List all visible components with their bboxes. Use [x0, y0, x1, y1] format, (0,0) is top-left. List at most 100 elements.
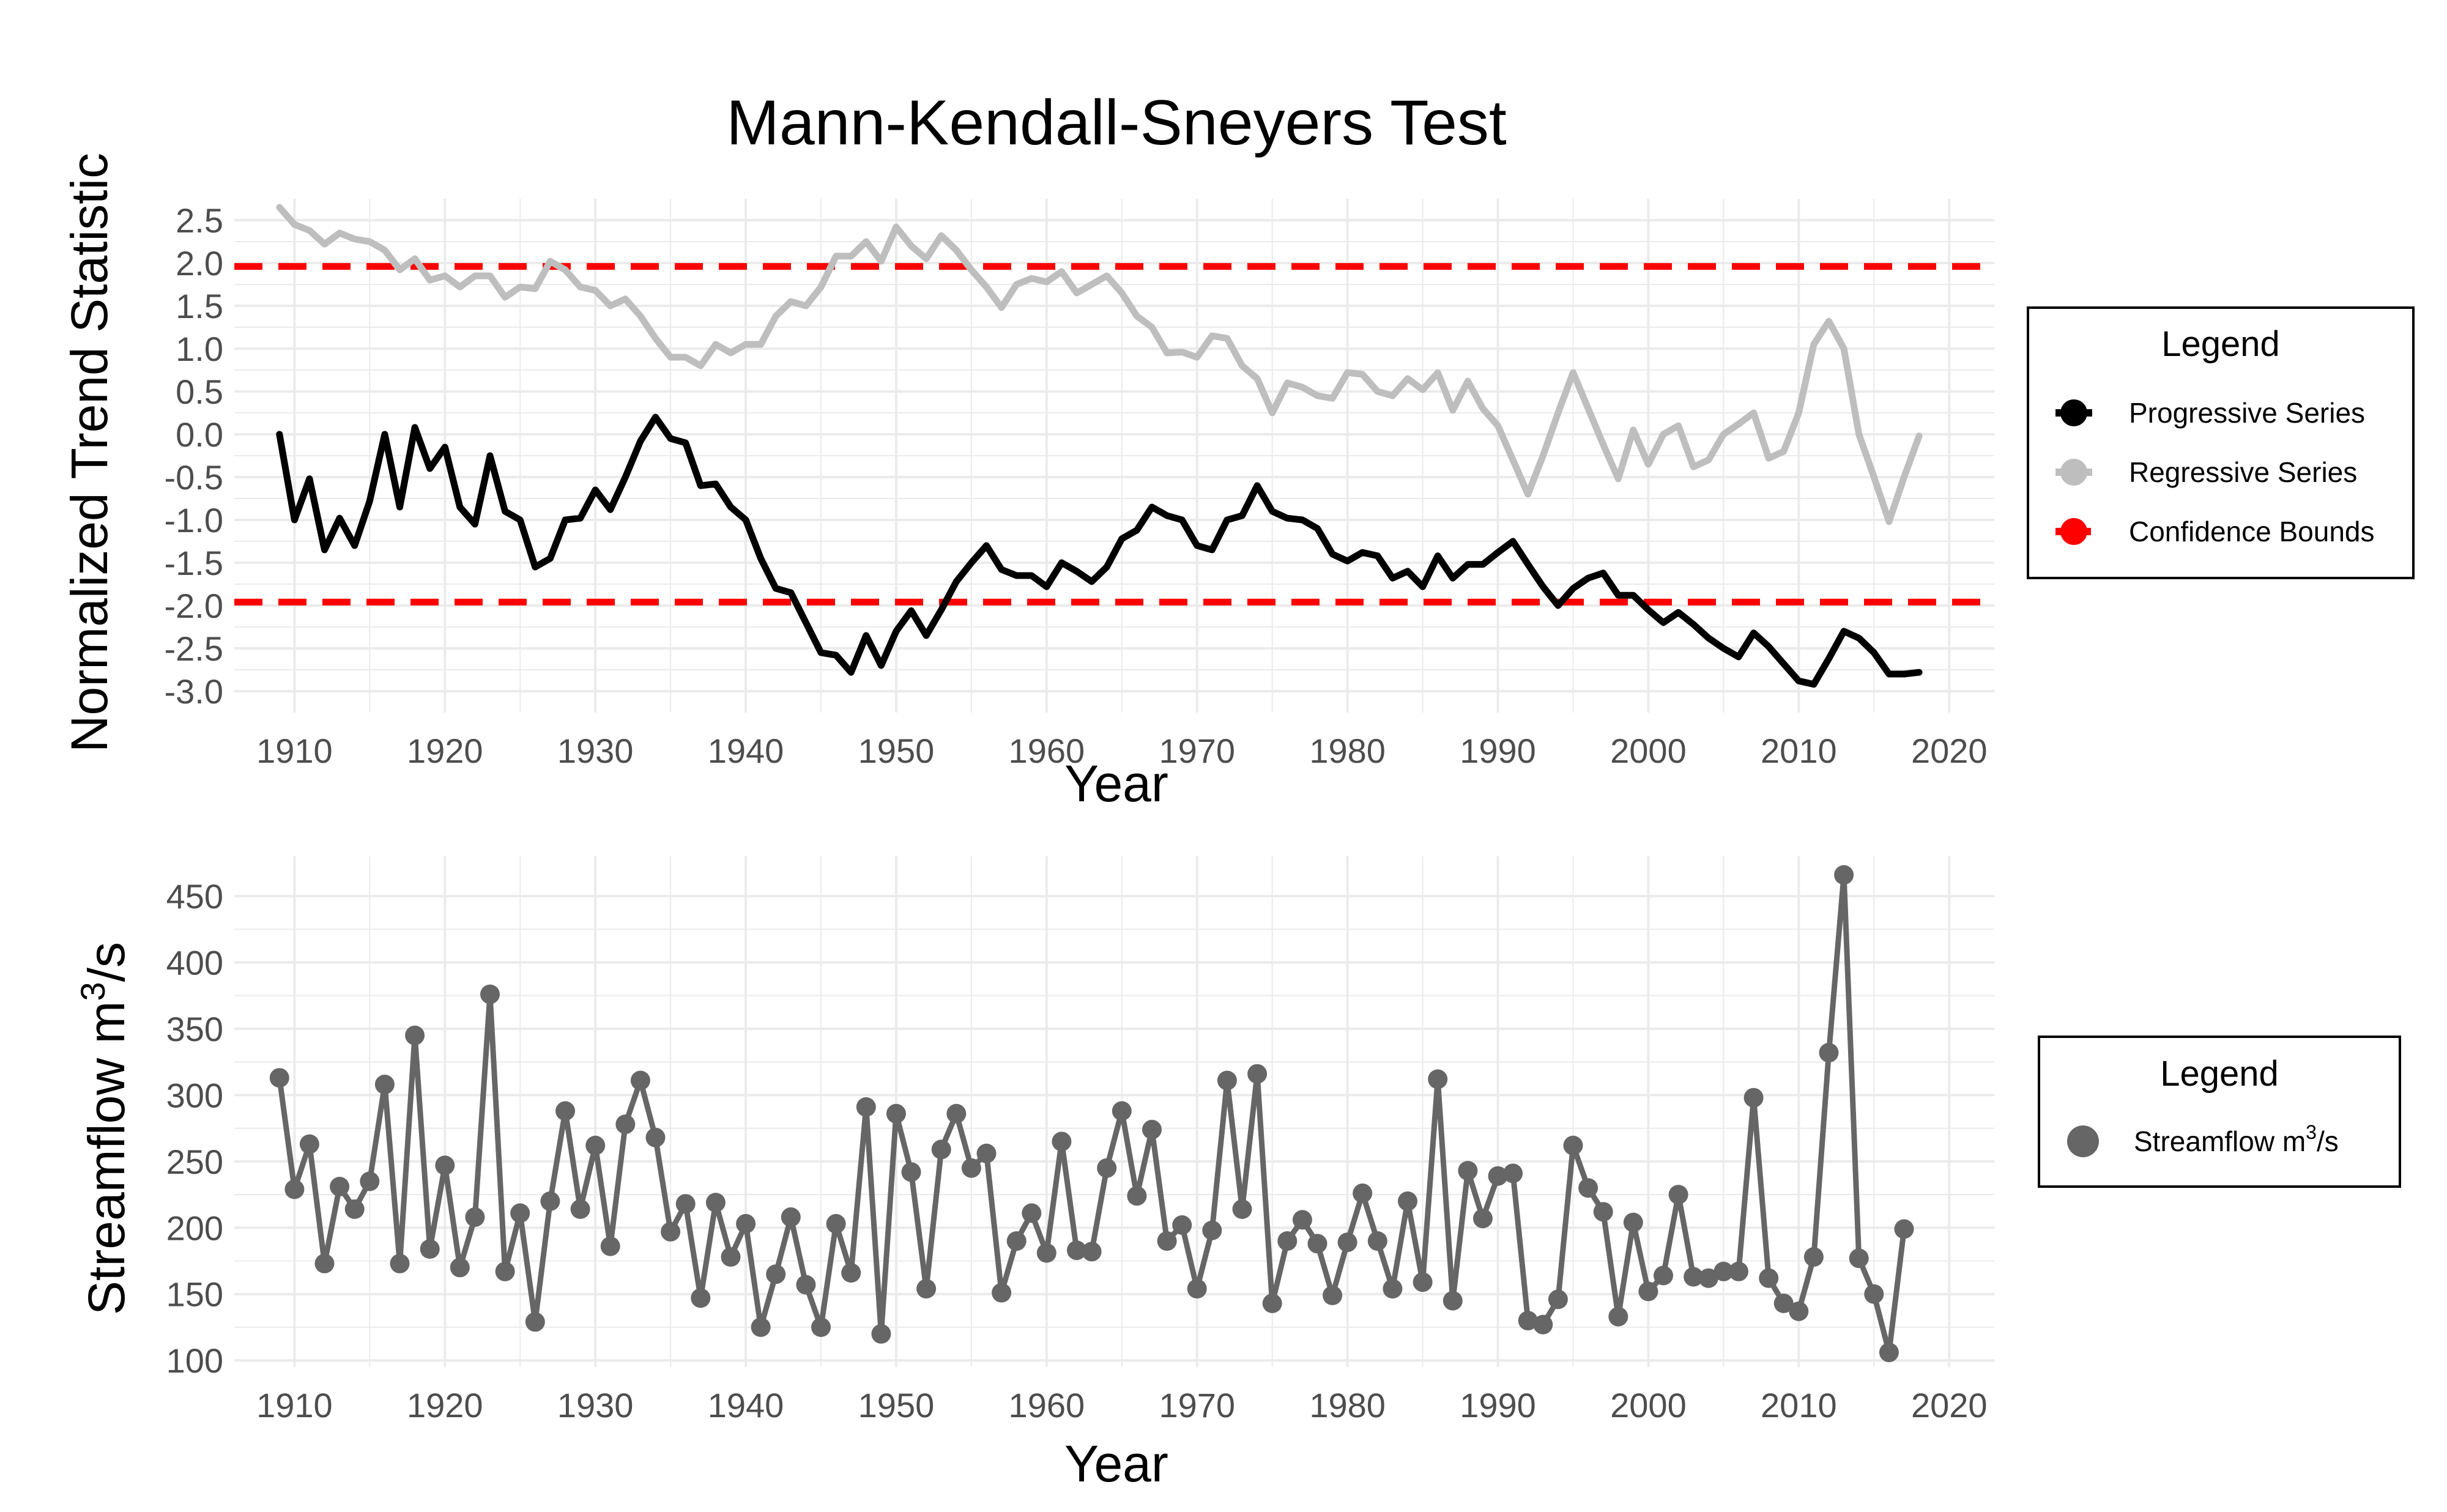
streamflow-point [284, 1179, 305, 1199]
legend-entry-regressive: Regressive Series [2055, 456, 2357, 488]
top-y-tick-labels: -3.0 -2.5 -2.0 -1.5 -1.0 -0.5 0.0 0.5 1.0 1.5 2.0 2… [165, 201, 224, 711]
streamflow-point [1413, 1272, 1433, 1292]
streamflow-point [1022, 1203, 1042, 1223]
streamflow-point [510, 1203, 530, 1223]
streamflow-point [344, 1199, 365, 1219]
streamflow-point [1277, 1231, 1298, 1251]
streamflow-point [1548, 1289, 1568, 1310]
streamflow-point [1458, 1161, 1478, 1180]
top-x-tick-label: 1970 [1159, 732, 1235, 770]
bottom-y-axis-title-prefix: Streamflow m [78, 1001, 135, 1315]
streamflow-point [751, 1317, 771, 1337]
streamflow-point [1879, 1343, 1899, 1363]
streamflow-point [1834, 865, 1854, 885]
streamflow-point [1323, 1285, 1343, 1305]
streamflow-point [886, 1103, 906, 1124]
top-y-tick-label: -3.0 [165, 672, 224, 711]
bottom-x-tick-label: 2000 [1610, 1386, 1687, 1425]
bottom-y-axis-title: Streamflow m3/s [73, 942, 135, 1315]
streamflow-point [1217, 1070, 1237, 1091]
streamflow-point [1472, 1209, 1493, 1229]
bottom-x-tick-label: 2010 [1761, 1386, 1837, 1425]
streamflow-point [1082, 1242, 1102, 1262]
bottom-x-tick-label: 1970 [1159, 1386, 1235, 1425]
streamflow-point [1894, 1219, 1914, 1239]
streamflow-point [1112, 1101, 1132, 1121]
progressive-series-line [276, 413, 1923, 688]
streamflow-point [1743, 1088, 1764, 1108]
bottom-y-axis-title-suffix: /s [78, 942, 135, 982]
top-x-tick-label: 1930 [557, 732, 634, 770]
streamflow-point [1443, 1291, 1463, 1311]
streamflow-point [691, 1288, 711, 1308]
top-y-tick-label: 0.5 [176, 372, 223, 411]
streamflow-point [1533, 1314, 1553, 1335]
streamflow-point [841, 1263, 861, 1283]
confidence-bounds [234, 263, 1994, 606]
bottom-x-axis-title: Year [1064, 1435, 1168, 1492]
legend-label-streamflow-prefix: Streamflow m [2134, 1125, 2306, 1157]
top-y-tick-label: 1.0 [176, 330, 223, 368]
streamflow-point [1803, 1247, 1824, 1267]
streamflow-point [1638, 1281, 1658, 1302]
streamflow-point [630, 1070, 650, 1091]
streamflow-point [1729, 1261, 1748, 1281]
streamflow-point [1698, 1268, 1718, 1288]
streamflow-point [374, 1075, 395, 1094]
streamflow-point [1262, 1293, 1282, 1313]
bottom-x-tick-label: 1940 [708, 1386, 784, 1425]
streamflow-point [1036, 1243, 1056, 1263]
streamflow-point [585, 1135, 606, 1155]
top-y-tick-label: -0.5 [165, 458, 224, 497]
streamflow-point [1292, 1210, 1312, 1230]
bottom-y-tick-label: 250 [166, 1143, 223, 1181]
top-x-tick-label: 2000 [1610, 732, 1687, 770]
legend-entry-streamflow: Streamflow m3/s [2067, 1121, 2339, 1157]
streamflow-point [1654, 1266, 1673, 1286]
bottom-legend-title: Legend [2160, 1054, 2279, 1094]
top-gridlines [234, 199, 1994, 713]
top-y-tick-label: 0.0 [176, 415, 223, 454]
streamflow-point [269, 1068, 289, 1088]
bottom-y-tick-label: 100 [166, 1341, 223, 1380]
top-legend-box [2027, 306, 2415, 579]
legend-entry-progressive: Progressive Series [2055, 397, 2365, 429]
top-x-tick-label: 2020 [1911, 732, 1988, 770]
top-y-tick-label: 1.5 [176, 287, 223, 325]
streamflow-point [1428, 1069, 1448, 1089]
streamflow-point [480, 984, 500, 1004]
streamflow-point [1849, 1248, 1869, 1269]
streamflow-point [450, 1258, 470, 1278]
streamflow-point [1247, 1064, 1268, 1084]
top-x-tick-label: 1950 [858, 732, 935, 770]
streamflow-point [1773, 1293, 1794, 1313]
streamflow-point [1714, 1261, 1734, 1281]
top-panel: -3.0 -2.5 -2.0 -1.5 -1.0 -0.5 0.0 0.5 1.0 1.5 2.0 2… [61, 153, 1994, 812]
streamflow-point [916, 1279, 937, 1299]
streamflow-point [1337, 1232, 1357, 1253]
legend-label-streamflow-suffix: /s [2317, 1125, 2339, 1157]
streamflow-point [1518, 1311, 1538, 1331]
top-legend: Legend Progressive Series Regressive Ser… [2027, 306, 2415, 579]
streamflow-point [1052, 1132, 1072, 1152]
streamflow-point [615, 1114, 636, 1135]
streamflow-point [1759, 1268, 1779, 1288]
top-x-axis-title: Year [1064, 755, 1168, 812]
streamflow-point [946, 1103, 967, 1124]
top-y-tick-label: -1.5 [165, 544, 224, 582]
bottom-x-tick-label: 1950 [858, 1386, 935, 1425]
legend-label-streamflow-sup: 3 [2306, 1121, 2317, 1143]
streamflow-point [465, 1207, 485, 1227]
top-x-tick-label: 1980 [1309, 732, 1386, 770]
streamflow-point [1503, 1163, 1523, 1184]
streamflow-point [781, 1207, 801, 1227]
streamflow-point [1488, 1166, 1508, 1186]
streamflow-point [992, 1283, 1012, 1303]
bottom-series-points [269, 865, 1914, 1363]
bottom-x-tick-label: 1930 [557, 1386, 634, 1425]
streamflow-point [525, 1312, 545, 1332]
streamflow-point [705, 1193, 726, 1213]
streamflow-point [299, 1134, 319, 1154]
streamflow-point [1398, 1191, 1417, 1211]
